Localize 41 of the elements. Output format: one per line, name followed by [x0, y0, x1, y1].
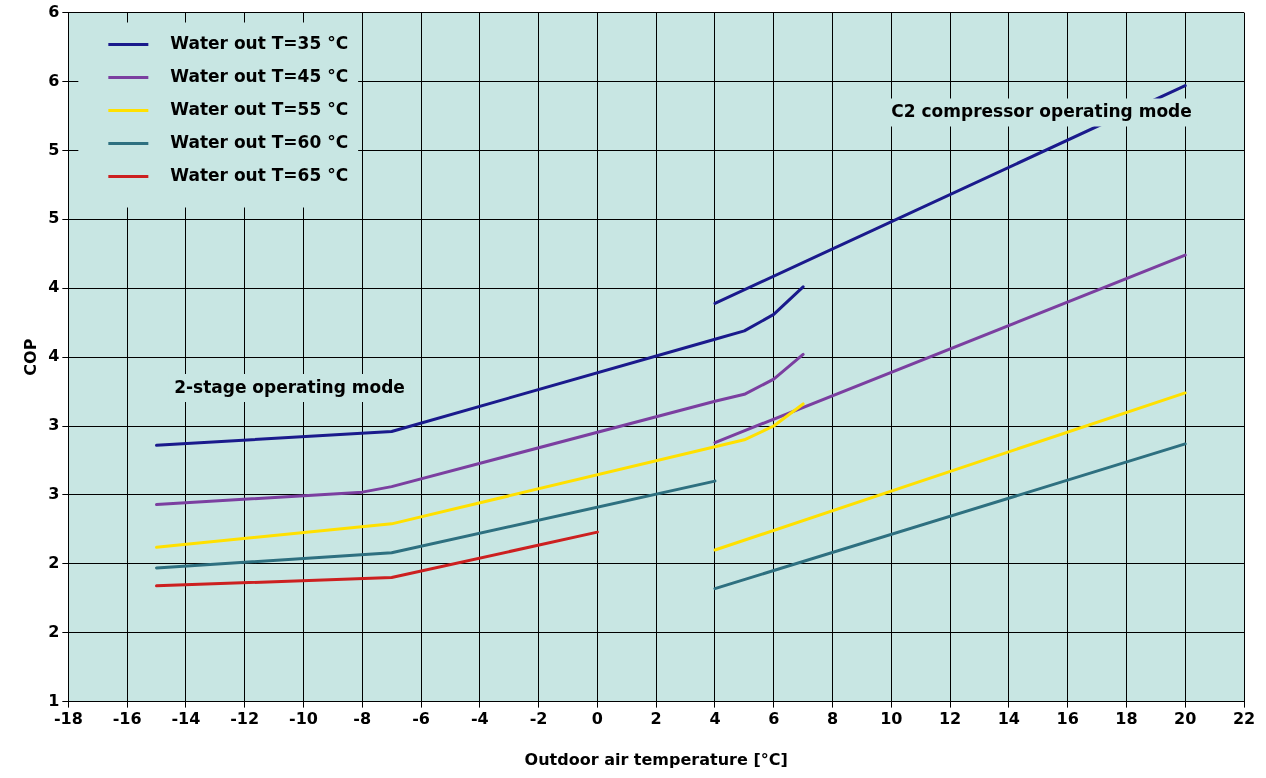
x-tick-label: 8: [826, 709, 839, 729]
x-tick-label: 10: [880, 709, 903, 729]
y-tick-label: 6: [48, 1, 60, 21]
y-tick-label: 3: [48, 415, 60, 435]
x-tick-label: 6: [768, 709, 780, 729]
y-tick-label: 2: [48, 621, 60, 641]
x-tick-label: 16: [1056, 709, 1079, 729]
y-axis-title: COP: [20, 338, 40, 376]
x-axis-title: Outdoor air temperature [°C]: [524, 749, 788, 769]
x-tick-label: -16: [112, 709, 142, 729]
x-tick-label: -18: [53, 709, 83, 729]
x-tick-label: -10: [289, 709, 318, 729]
legend-label: Water out T=60 °C: [170, 132, 349, 153]
x-tick-label: 22: [1232, 709, 1256, 729]
x-tick-label: -6: [412, 709, 430, 729]
legend-label: Water out T=65 °C: [170, 165, 349, 186]
legend-label: Water out T=55 °C: [170, 99, 349, 120]
y-tick-label: 4: [48, 277, 60, 297]
y-tick-label: 5: [48, 208, 60, 228]
y-tick-label: 5: [48, 139, 60, 159]
x-tick-label: 12: [938, 709, 962, 729]
x-tick-label: 18: [1115, 709, 1138, 729]
x-tick-label: 2: [650, 709, 662, 729]
annotation: C2 compressor operating mode: [891, 100, 1192, 121]
y-tick-label: 6: [48, 70, 60, 90]
x-tick-label: -12: [230, 709, 260, 729]
x-tick-label: 0: [591, 709, 603, 729]
x-tick-label: 14: [997, 709, 1020, 729]
legend-label: Water out T=45 °C: [170, 66, 349, 87]
x-tick-label: -4: [470, 709, 489, 729]
y-tick-label: 2: [48, 552, 60, 572]
legend-label: Water out T=35 °C: [170, 33, 349, 54]
x-tick-label: -2: [529, 709, 548, 729]
x-tick-label: 20: [1174, 709, 1197, 729]
x-tick-label: 4: [709, 709, 721, 729]
x-tick-label: -8: [353, 709, 372, 729]
y-tick-label: 4: [48, 346, 60, 366]
x-tick-label: -14: [171, 709, 201, 729]
y-tick-label: 3: [48, 484, 60, 504]
y-tick-label: 1: [48, 690, 60, 710]
annotation: 2-stage operating mode: [174, 376, 405, 397]
